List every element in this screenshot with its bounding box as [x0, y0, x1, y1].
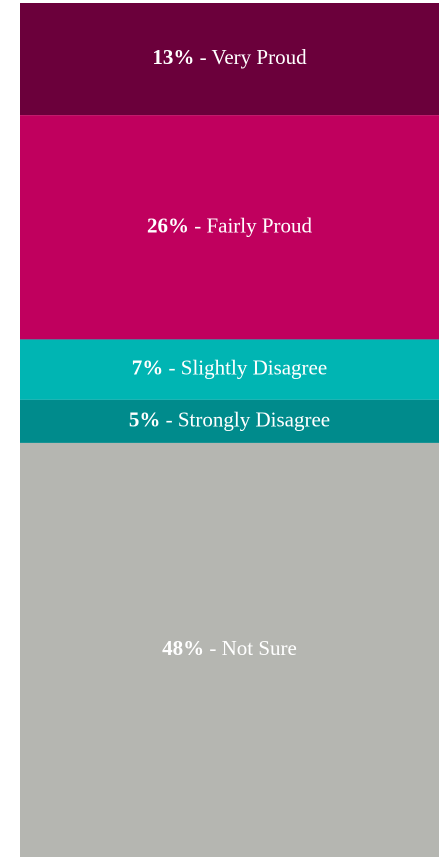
category-label: Fairly Proud [206, 213, 312, 237]
value-label: 48% [162, 636, 204, 660]
segment-label: 7% - Slightly Disagree [132, 355, 327, 379]
segment-label: 26% - Fairly Proud [147, 213, 313, 237]
segment [20, 3, 439, 116]
category-label: Very Proud [212, 45, 308, 69]
separator: - [160, 407, 178, 431]
separator: - [194, 45, 211, 69]
separator: - [189, 213, 207, 237]
segment [20, 399, 439, 443]
segment-label: 13% - Very Proud [152, 45, 307, 69]
value-label: 7% [132, 355, 164, 379]
segment-label: 48% - Not Sure [162, 636, 297, 660]
category-label: Not Sure [222, 636, 297, 660]
segment [20, 339, 439, 400]
category-label: Strongly Disagree [178, 407, 330, 431]
segment-label: 5% - Strongly Disagree [129, 407, 330, 431]
value-label: 13% [152, 45, 194, 69]
value-label: 26% [147, 213, 189, 237]
value-label: 5% [129, 407, 161, 431]
separator: - [204, 636, 222, 660]
separator: - [163, 355, 181, 379]
segment [20, 442, 439, 857]
category-label: Slightly Disagree [181, 355, 327, 379]
segment [20, 115, 439, 340]
